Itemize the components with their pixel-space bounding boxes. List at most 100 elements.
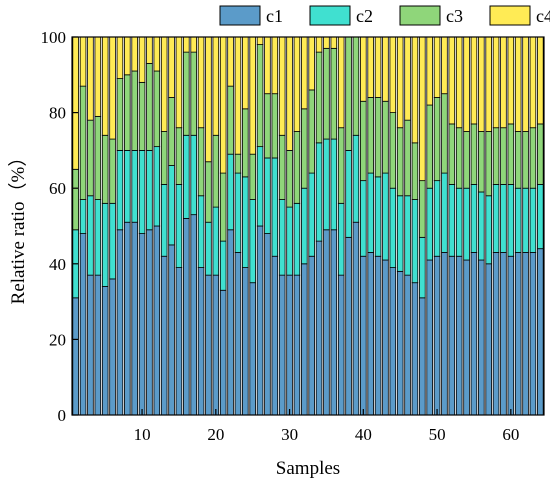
bar-segment-c3-sample-43 <box>382 100 389 174</box>
bar-segment-c2-sample-59 <box>500 184 507 253</box>
bar-segment-c2-sample-21 <box>219 240 227 291</box>
legend: c1 c2 c3 c4 <box>219 5 550 26</box>
bar-segment-c2-sample-52 <box>448 184 456 257</box>
bar-segment-c1-sample-26 <box>256 225 264 416</box>
bar-segment-c4-sample-49 <box>426 36 433 106</box>
x-tick-label: 60 <box>502 425 519 444</box>
bar-segment-c3-sample-44 <box>389 112 397 189</box>
bar-segment-c4-sample-3 <box>87 36 94 121</box>
bar-segment-c4-sample-53 <box>455 36 463 129</box>
bar-segment-c4-sample-45 <box>396 36 404 129</box>
bar-segment-c1-sample-39 <box>352 221 360 416</box>
x-tick-label: 40 <box>355 425 372 444</box>
bar-segment-c1-sample-14 <box>168 244 175 416</box>
bar-segment-c1-sample-23 <box>234 252 242 416</box>
legend-label-c4: c4 <box>536 6 550 26</box>
bar-segment-c3-sample-6 <box>109 138 116 204</box>
bar-segment-c3-sample-48 <box>419 180 426 238</box>
bar-segment-c1-sample-7 <box>116 229 124 416</box>
bar-segment-c1-sample-5 <box>101 286 109 416</box>
bar-segment-c2-sample-57 <box>485 195 492 265</box>
bar-segment-c1-sample-35 <box>323 229 330 416</box>
bar-segment-c4-sample-27 <box>264 36 271 95</box>
bar-segment-c4-sample-61 <box>514 36 522 132</box>
bar-segment-c3-sample-22 <box>227 85 234 155</box>
bar-segment-c4-sample-12 <box>153 36 161 72</box>
bar-segment-c2-sample-16 <box>183 134 190 219</box>
bar-segment-c2-sample-31 <box>293 202 301 276</box>
bar-segment-c3-sample-11 <box>146 63 153 151</box>
bar-segment-c3-sample-21 <box>219 172 227 242</box>
bar-segment-c1-sample-19 <box>205 274 212 416</box>
y-tick-label: 100 <box>41 28 67 47</box>
bar-segment-c1-sample-58 <box>492 252 500 416</box>
bar-segment-c3-sample-34 <box>315 51 323 144</box>
bar-segment-c4-sample-46 <box>404 36 411 121</box>
bar-segment-c3-sample-4 <box>94 115 102 200</box>
bar-segment-c4-sample-36 <box>330 36 338 49</box>
y-tick-label: 60 <box>49 179 66 198</box>
bar-segment-c2-sample-7 <box>116 149 124 231</box>
bar-segment-c3-sample-35 <box>323 47 330 140</box>
bar-segment-c2-sample-5 <box>101 202 109 287</box>
bar-segment-c3-sample-1 <box>72 168 79 231</box>
bar-segment-c1-sample-30 <box>286 274 293 416</box>
bar-segment-c2-sample-27 <box>264 157 271 234</box>
bar-segment-c1-sample-38 <box>345 236 352 416</box>
bar-segment-c3-sample-8 <box>124 74 131 151</box>
bar-segment-c3-sample-9 <box>131 70 138 151</box>
legend-label-c1: c1 <box>266 6 283 26</box>
bar-segment-c1-sample-12 <box>153 225 161 416</box>
bar-segment-c4-sample-48 <box>419 36 426 182</box>
bar-segment-c4-sample-28 <box>271 36 279 95</box>
bar-segment-c3-sample-41 <box>367 97 374 174</box>
bar-segment-c2-sample-10 <box>138 149 146 234</box>
bar-segment-c3-sample-10 <box>138 81 146 151</box>
bar-segment-c2-sample-39 <box>352 134 360 223</box>
bar-segment-c2-sample-9 <box>131 149 138 223</box>
bar-segment-c2-sample-34 <box>315 142 323 242</box>
bar-segment-c3-sample-38 <box>345 36 352 151</box>
bar-segment-c1-sample-48 <box>419 297 426 416</box>
x-tick-label: 10 <box>134 425 151 444</box>
bar-segment-c2-sample-25 <box>249 199 256 284</box>
bar-segment-c1-sample-6 <box>109 278 116 416</box>
bar-segment-c2-sample-41 <box>367 172 374 253</box>
bar-segment-c1-sample-32 <box>301 263 308 416</box>
bar-segment-c4-sample-24 <box>242 36 249 110</box>
bar-segment-c1-sample-47 <box>411 282 419 416</box>
bar-segment-c1-sample-54 <box>463 259 470 416</box>
bar-segment-c2-sample-47 <box>411 199 419 284</box>
bar-segment-c4-sample-52 <box>448 36 456 125</box>
bar-segment-c1-sample-16 <box>183 218 190 416</box>
bar-segment-c2-sample-3 <box>87 195 94 276</box>
bar-segment-c3-sample-19 <box>205 161 212 223</box>
bar-segment-c3-sample-56 <box>478 131 485 193</box>
bar-segment-c2-sample-12 <box>153 146 161 227</box>
bar-segment-c1-sample-22 <box>227 229 234 416</box>
bar-segment-c1-sample-25 <box>249 282 256 416</box>
bar-segment-c1-sample-17 <box>190 214 197 416</box>
bar-segment-c3-sample-31 <box>293 131 301 204</box>
bar-segment-c1-sample-27 <box>264 233 271 416</box>
bar-segment-c2-sample-49 <box>426 187 433 261</box>
bar-segment-c3-sample-28 <box>271 93 279 159</box>
bar-segment-c1-sample-13 <box>160 255 168 416</box>
bar-segment-c3-sample-39 <box>352 36 360 136</box>
bar-segment-c2-sample-30 <box>286 206 293 276</box>
bar-segment-c4-sample-5 <box>101 36 109 136</box>
bar-segment-c3-sample-51 <box>441 93 448 174</box>
bar-segment-c2-sample-23 <box>234 172 242 253</box>
bar-segment-c2-sample-56 <box>478 191 485 261</box>
bar-segment-c2-sample-51 <box>441 172 448 253</box>
bar-segment-c4-sample-47 <box>411 36 419 144</box>
bar-segment-c4-sample-16 <box>183 36 190 53</box>
bar-segment-c1-sample-1 <box>72 297 79 416</box>
bar-segment-c2-sample-33 <box>308 172 315 257</box>
bar-segment-c4-sample-59 <box>500 36 507 129</box>
bar-segment-c4-sample-35 <box>323 36 330 49</box>
bar-segment-c1-sample-9 <box>131 221 138 416</box>
bar-segment-c1-sample-61 <box>514 252 522 416</box>
bar-segment-c3-sample-53 <box>455 127 463 189</box>
bar-segment-c2-sample-35 <box>323 138 330 231</box>
